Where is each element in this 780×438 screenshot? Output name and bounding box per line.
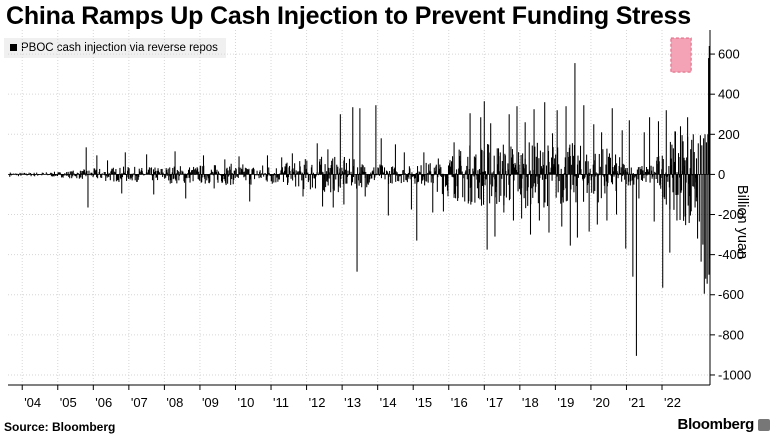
- y-tick-label: -200: [718, 207, 744, 222]
- y-tick-label: 200: [718, 127, 740, 142]
- x-tick-label: '19: [557, 395, 574, 410]
- bloomberg-logo-text: Bloomberg: [677, 416, 755, 433]
- x-tick-label: '13: [344, 395, 361, 410]
- x-tick-label: '15: [415, 395, 432, 410]
- highlight-box: [670, 37, 692, 73]
- x-tick-label: '04: [24, 395, 41, 410]
- x-tick-label: '17: [486, 395, 503, 410]
- x-tick-label: '14: [380, 395, 397, 410]
- y-tick-label: 0: [718, 167, 725, 182]
- x-tick-label: '22: [664, 395, 681, 410]
- x-tick-label: '09: [202, 395, 219, 410]
- legend: PBOC cash injection via reverse repos: [4, 38, 226, 58]
- bar-series: [9, 46, 711, 356]
- legend-swatch: [10, 44, 17, 51]
- x-tick-label: '05: [60, 395, 77, 410]
- x-tick-label: '21: [628, 395, 645, 410]
- y-tick-label: -800: [718, 327, 744, 342]
- y-tick-label: 400: [718, 87, 740, 102]
- y-tick-label: -1000: [718, 367, 751, 382]
- x-tick-label: '11: [273, 395, 289, 410]
- x-tick-label: '18: [522, 395, 539, 410]
- x-tick-label: '10: [237, 395, 254, 410]
- x-tick-label: '08: [166, 395, 183, 410]
- x-tick-label: '06: [95, 395, 112, 410]
- x-tick-label: '12: [309, 395, 326, 410]
- legend-series-name: PBOC cash injection via reverse repos: [21, 42, 218, 54]
- bloomberg-logo-icon: [758, 419, 770, 431]
- x-tick-label: '16: [451, 395, 468, 410]
- y-tick-label: -400: [718, 247, 744, 262]
- source-note: Source: Bloomberg: [4, 420, 116, 434]
- y-axis-label: Billion yuan: [734, 184, 750, 260]
- y-tick-label: -600: [718, 287, 744, 302]
- x-tick-label: '20: [593, 395, 610, 410]
- y-tick-label: 600: [718, 47, 740, 62]
- chart-title: China Ramps Up Cash Injection to Prevent…: [6, 2, 691, 30]
- x-tick-label: '07: [131, 395, 148, 410]
